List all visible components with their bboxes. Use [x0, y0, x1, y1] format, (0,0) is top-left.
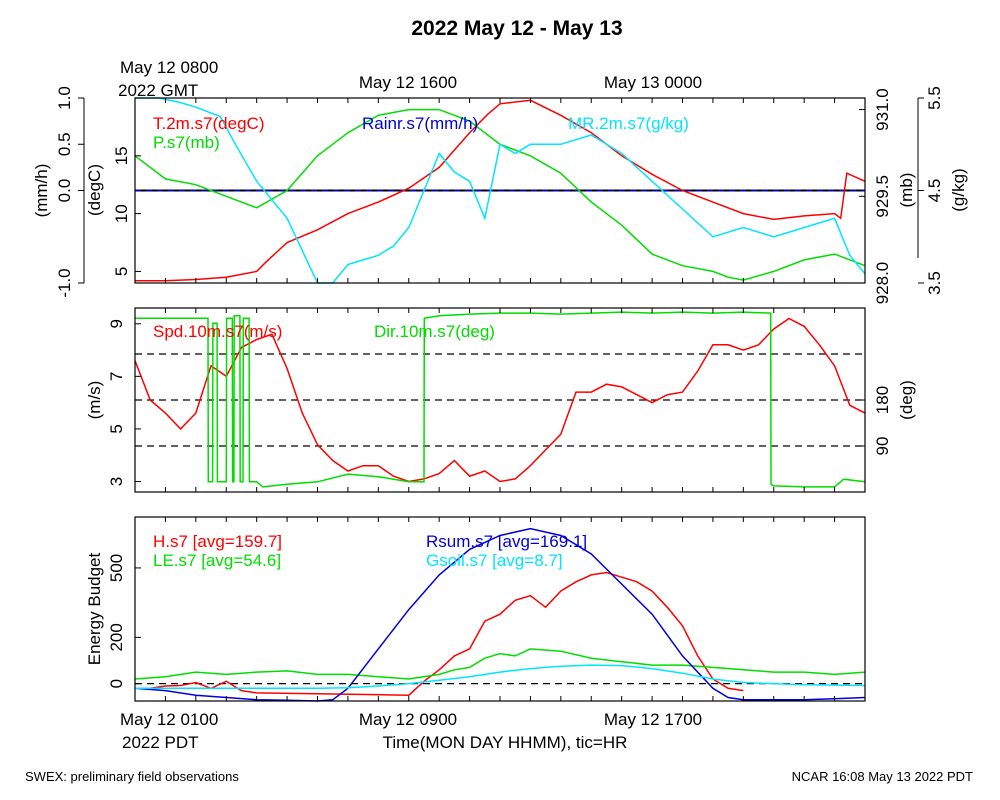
spd-tick-label: 9	[107, 319, 126, 328]
series-line-t-2m-s7-degc	[135, 99, 866, 282]
legend-h: H.s7 [avg=159.7]	[153, 532, 282, 551]
legend-dir: Dir.10m.s7(deg)	[374, 322, 495, 341]
footer-right: NCAR 16:08 May 13 2022 PDT	[792, 769, 973, 784]
legend-le: LE.s7 [avg=54.6]	[153, 551, 281, 570]
legend-rain: Rainr.s7(mm/h)	[362, 114, 478, 133]
mr-axis-label: (g/kg)	[949, 168, 968, 211]
footer-left: SWEX: preliminary field observations	[25, 769, 239, 784]
dir-tick-label: 90	[873, 437, 892, 456]
energy-axis-label: Energy Budget	[85, 552, 104, 665]
mr-tick-label: 4.5	[925, 179, 944, 203]
energy-tick-label: 200	[107, 623, 126, 651]
dir-axis-label: (deg)	[897, 380, 916, 420]
series-line-p-s7-mb	[134, 108, 866, 281]
series-line-mr-2m-s7-g-kg	[135, 97, 866, 284]
x-axis-label: Time(MON DAY HHMM), tic=HR	[383, 733, 628, 752]
legend-spd: Spd.10m.s7(m/s)	[153, 322, 282, 341]
temp-tick-label: 5	[112, 267, 131, 276]
chart-title: 2022 May 12 - May 13	[411, 17, 622, 40]
legend-temp: T.2m.s7(degC)	[153, 114, 264, 133]
spd-tick-label: 7	[107, 372, 126, 381]
series-line-rsum-s7-avg-169-1	[134, 527, 866, 702]
top-time-label-2: May 12 1600	[359, 73, 457, 92]
rain-tick-label: 1.0	[55, 86, 74, 110]
temp-axis-label: (degC)	[85, 164, 104, 216]
series-line-dir-10m-s7-deg	[135, 311, 866, 488]
energy-tick-label: 500	[107, 554, 126, 582]
rain-tick-label: 0.0	[55, 179, 74, 203]
bottom-time-label-1: May 12 0100	[120, 710, 218, 729]
series-line-le-s7-avg-54-6	[134, 648, 866, 680]
top-time-label-3: May 13 0000	[604, 73, 702, 92]
rain-tick-label: -1.0	[55, 268, 74, 297]
bottom-time-label-1b: 2022 PDT	[122, 733, 199, 752]
pres-tick-label: 931.0	[873, 88, 892, 131]
legend-mr: MR.2m.s7(g/kg)	[568, 114, 689, 133]
energy-tick-label: 0	[107, 679, 126, 688]
rain-tick-label: 0.5	[55, 132, 74, 156]
series-line-gsoil-s7-avg-8-7	[135, 664, 866, 690]
spd-tick-label: 3	[107, 477, 126, 486]
pres-tick-label: 929.5	[873, 175, 892, 218]
mr-tick-label: 5.5	[925, 86, 944, 110]
pres-axis-label: (mb)	[897, 173, 916, 208]
legend-pres: P.s7(mb)	[153, 133, 220, 152]
bottom-time-label-2: May 12 0900	[359, 710, 457, 729]
temp-tick-label: 10	[112, 204, 131, 223]
mr-tick-label: 3.5	[925, 271, 944, 295]
plot-panels: -1.0 0.0 0.5 1.0 (mm/h) 5 10 15 (degC) 928.0 929.5…	[32, 86, 968, 702]
spd-axis-label: (m/s)	[85, 381, 104, 420]
dir-tick-label: 180	[873, 386, 892, 414]
legend-gsoil: Gsoil.s7 [avg=8.7]	[426, 551, 563, 570]
series-line-h-s7-avg-159-7	[150, 571, 744, 696]
rain-axis-label: (mm/h)	[32, 164, 51, 218]
spd-tick-label: 5	[107, 424, 126, 433]
top-time-label-1b: 2022 GMT	[118, 81, 198, 100]
legend-rsum: Rsum.s7 [avg=169.1]	[426, 532, 587, 551]
top-time-label-1: May 12 0800	[120, 58, 218, 77]
temp-tick-label: 15	[112, 146, 131, 165]
pres-tick-label: 928.0	[873, 262, 892, 305]
series-line-spd-10m-s7-m-s	[134, 317, 866, 483]
bottom-time-label-3: May 12 1700	[604, 710, 702, 729]
